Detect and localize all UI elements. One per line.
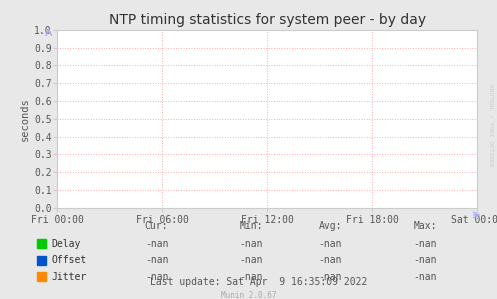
Text: Avg:: Avg: (319, 221, 342, 231)
Text: Last update: Sat Apr  9 16:35:09 2022: Last update: Sat Apr 9 16:35:09 2022 (150, 277, 367, 287)
Text: -nan: -nan (239, 255, 263, 265)
Text: -nan: -nan (413, 271, 437, 282)
Text: Min:: Min: (239, 221, 263, 231)
Title: NTP timing statistics for system peer - by day: NTP timing statistics for system peer - … (108, 13, 426, 27)
Text: -nan: -nan (319, 271, 342, 282)
Text: Delay: Delay (51, 239, 81, 249)
Text: Munin 2.0.67: Munin 2.0.67 (221, 291, 276, 299)
Text: -nan: -nan (413, 255, 437, 265)
Text: -nan: -nan (319, 239, 342, 249)
Text: -nan: -nan (239, 271, 263, 282)
Text: Jitter: Jitter (51, 271, 86, 282)
Text: -nan: -nan (145, 271, 168, 282)
Text: -nan: -nan (145, 255, 168, 265)
Text: -nan: -nan (413, 239, 437, 249)
Text: Offset: Offset (51, 255, 86, 265)
Text: -nan: -nan (239, 239, 263, 249)
Text: -nan: -nan (145, 239, 168, 249)
Text: -nan: -nan (319, 255, 342, 265)
Y-axis label: seconds: seconds (20, 97, 30, 141)
Text: Cur:: Cur: (145, 221, 168, 231)
Text: Max:: Max: (413, 221, 437, 231)
Text: RRDTOOL / TOBI OETIKER: RRDTOOL / TOBI OETIKER (489, 84, 494, 167)
